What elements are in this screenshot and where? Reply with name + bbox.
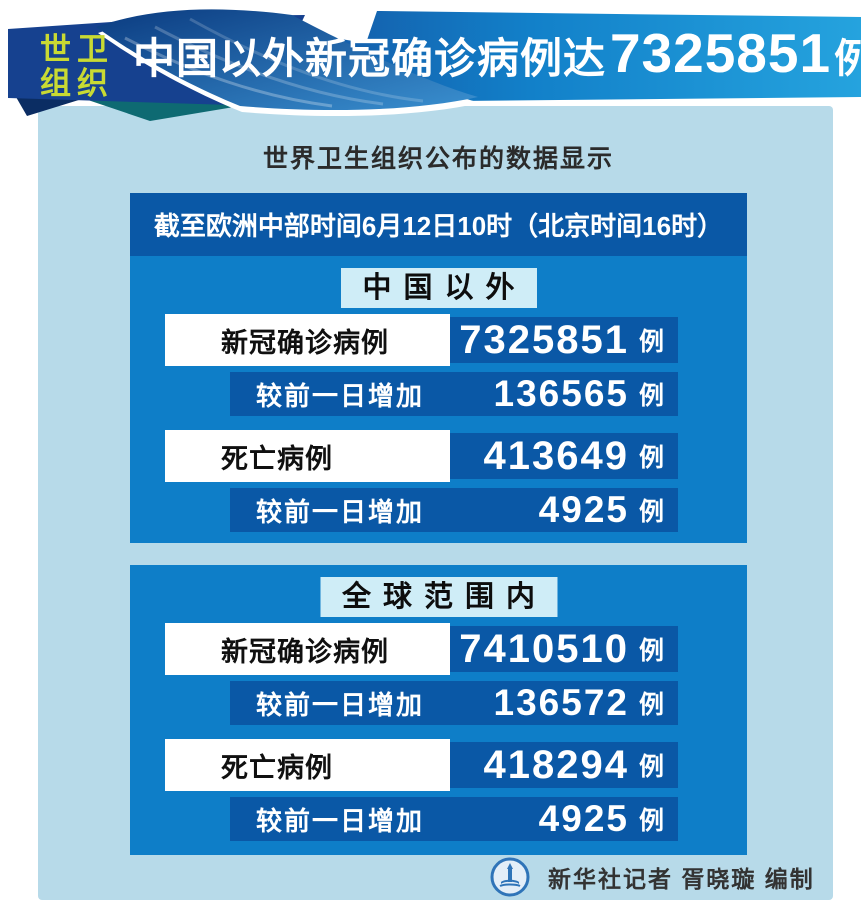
row-label: 死亡病例 <box>165 739 450 791</box>
row-value: 7325851 <box>459 317 629 362</box>
xinhua-logo-icon <box>490 857 530 897</box>
credit-text: 新华社记者 胥晓璇 编制 <box>548 866 815 892</box>
data-row-daily-increase: 较前一日增加 4925 例 <box>130 488 747 532</box>
row-unit: 例 <box>638 382 664 410</box>
row-unit: 例 <box>638 328 664 356</box>
row-value-box: 较前一日增加 4925 例 <box>230 488 678 532</box>
row-value-box: 较前一日增加 4925 例 <box>230 797 678 841</box>
row-unit: 例 <box>638 637 664 665</box>
as-of-date-bar: 截至欧洲中部时间6月12日10时（北京时间16时） <box>130 193 747 256</box>
row-label: 较前一日增加 <box>256 805 425 836</box>
data-row-deaths: 死亡病例 413649 例 <box>130 430 747 482</box>
headline-text: 中国以外新冠确诊病例达 <box>132 34 606 82</box>
row-value-box: 418294 例 <box>450 742 678 788</box>
data-row-daily-increase: 较前一日增加 136572 例 <box>130 681 747 725</box>
row-label: 新冠确诊病例 <box>165 623 450 675</box>
row-value: 4925 <box>538 489 629 530</box>
row-unit: 例 <box>638 444 664 472</box>
data-row-confirmed: 新冠确诊病例 7410510 例 <box>130 623 747 675</box>
row-unit: 例 <box>638 498 664 526</box>
row-value: 136565 <box>493 373 629 414</box>
source-statement: 世界卫生组织公布的数据显示 <box>262 145 614 173</box>
swoosh-streak <box>189 17 424 103</box>
header-ribbon-decoration: 世卫 组织 <box>8 9 861 121</box>
swoosh-streak <box>124 36 333 108</box>
swoosh-streak <box>154 25 384 106</box>
data-row-confirmed: 新冠确诊病例 7325851 例 <box>130 314 747 366</box>
row-value: 413649 <box>483 433 629 478</box>
data-row-daily-increase: 较前一日增加 4925 例 <box>130 797 747 841</box>
row-value: 136572 <box>493 682 629 723</box>
section-outside-china: 中国以外 新冠确诊病例 7325851 例 较前一日增加 136565 例 死亡… <box>130 256 747 543</box>
data-row-deaths: 死亡病例 418294 例 <box>130 739 747 791</box>
row-unit: 例 <box>638 753 664 781</box>
who-badge-line1: 世卫 <box>40 32 114 67</box>
row-value-box: 较前一日增加 136565 例 <box>230 372 678 416</box>
row-unit: 例 <box>638 691 664 719</box>
row-unit: 例 <box>638 807 664 835</box>
data-row-daily-increase: 较前一日增加 136565 例 <box>130 372 747 416</box>
row-value-box: 7325851 例 <box>450 317 678 363</box>
row-value: 7410510 <box>459 626 629 671</box>
badge-fold-triangle <box>16 97 82 116</box>
section-title: 中国以外 <box>340 268 537 308</box>
headline-unit: 例 <box>834 37 863 81</box>
row-value-box: 7410510 例 <box>450 626 678 672</box>
section-global: 全球范围内 新冠确诊病例 7410510 例 较前一日增加 136572 例 死… <box>130 565 747 855</box>
row-value: 4925 <box>538 798 629 839</box>
row-label: 较前一日增加 <box>256 380 425 411</box>
swoosh-ribbon <box>96 9 478 111</box>
row-value-box: 413649 例 <box>450 433 678 479</box>
row-label: 较前一日增加 <box>256 689 425 720</box>
who-badge-line2: 组织 <box>40 66 114 101</box>
headline-number: 7325851 <box>609 22 832 84</box>
row-label: 死亡病例 <box>165 430 450 482</box>
footer-credit-row: 新华社记者 胥晓璇 编制 <box>488 855 815 899</box>
section-title: 全球范围内 <box>319 577 558 617</box>
row-label: 新冠确诊病例 <box>165 314 450 366</box>
row-value: 418294 <box>483 742 629 787</box>
headline-title: 中国以外新冠确诊病例达 7325851 例 <box>133 22 863 88</box>
row-label: 较前一日增加 <box>256 496 425 527</box>
row-value-box: 较前一日增加 136572 例 <box>230 681 678 725</box>
